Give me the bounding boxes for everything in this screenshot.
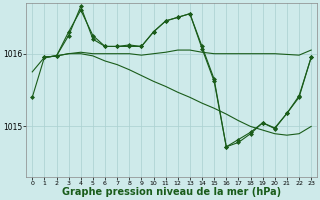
X-axis label: Graphe pression niveau de la mer (hPa): Graphe pression niveau de la mer (hPa) <box>62 187 281 197</box>
